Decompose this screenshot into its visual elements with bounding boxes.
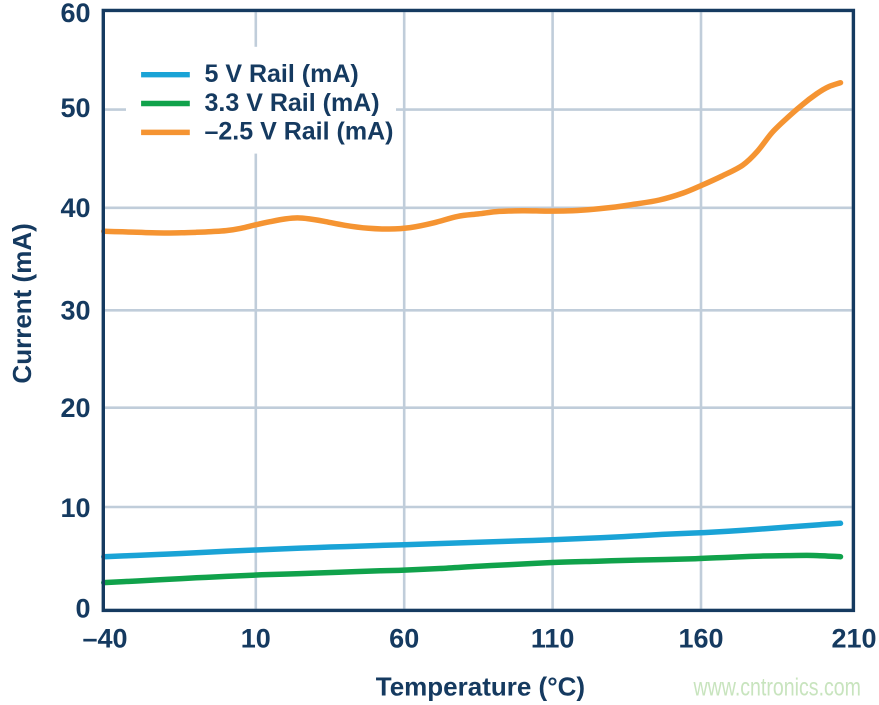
svg-text:20: 20 xyxy=(60,393,90,423)
svg-text:210: 210 xyxy=(831,623,876,653)
svg-text:110: 110 xyxy=(531,623,575,653)
svg-text:www.cntronics.com: www.cntronics.com xyxy=(693,674,861,702)
svg-text:30: 30 xyxy=(60,296,90,326)
svg-text:60: 60 xyxy=(60,0,90,28)
svg-text:60: 60 xyxy=(389,623,419,653)
svg-text:–2.5 V Rail (mA): –2.5 V Rail (mA) xyxy=(205,118,394,146)
svg-text:160: 160 xyxy=(678,623,723,653)
svg-text:50: 50 xyxy=(60,93,90,123)
svg-text:–40: –40 xyxy=(82,623,127,653)
svg-text:10: 10 xyxy=(60,493,90,523)
svg-text:10: 10 xyxy=(241,623,271,653)
svg-text:3.3 V Rail (mA): 3.3 V Rail (mA) xyxy=(205,89,380,117)
svg-text:Current (mA): Current (mA) xyxy=(7,223,37,383)
svg-text:Temperature (°C): Temperature (°C) xyxy=(376,672,585,702)
svg-text:5 V Rail (mA): 5 V Rail (mA) xyxy=(205,60,359,88)
svg-text:40: 40 xyxy=(60,193,90,223)
svg-text:0: 0 xyxy=(75,593,90,623)
